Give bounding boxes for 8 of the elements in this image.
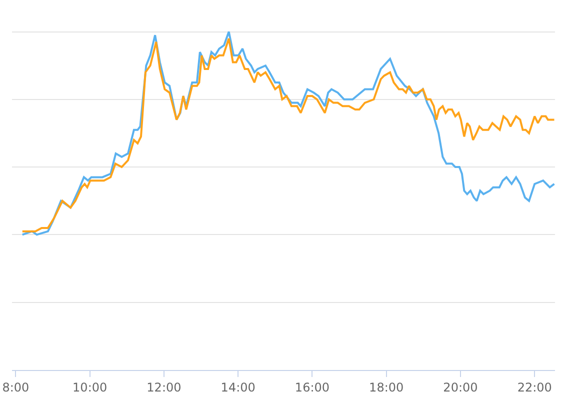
x-tick-label: 12:00 xyxy=(146,380,182,394)
x-tick-label: 18:00 xyxy=(369,380,404,394)
x-tick-label: 16:00 xyxy=(294,380,330,394)
x-tick-label: 22:00 xyxy=(517,380,552,394)
x-tick-label: 10:00 xyxy=(72,380,108,394)
x-tick-label: 20:00 xyxy=(443,380,478,394)
x-tick-label: 14:00 xyxy=(220,380,256,394)
x-tick-label: 8:00 xyxy=(2,380,30,394)
